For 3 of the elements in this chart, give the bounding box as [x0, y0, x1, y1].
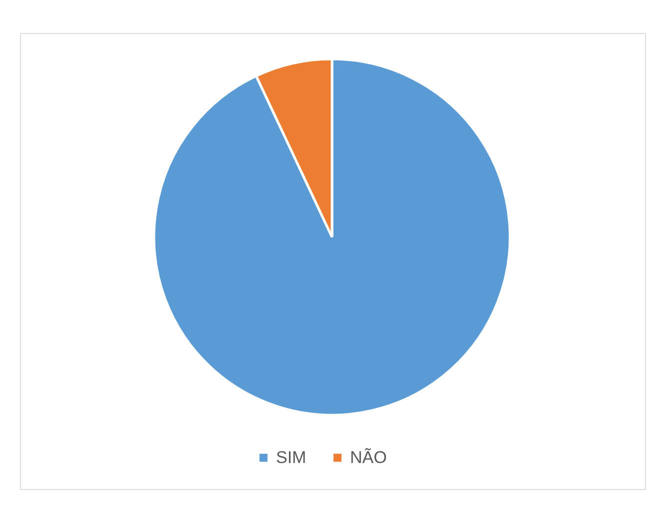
pie-slice [152, 58, 512, 416]
legend-label: SIM [276, 448, 306, 467]
legend-label: NÃO [350, 448, 387, 467]
